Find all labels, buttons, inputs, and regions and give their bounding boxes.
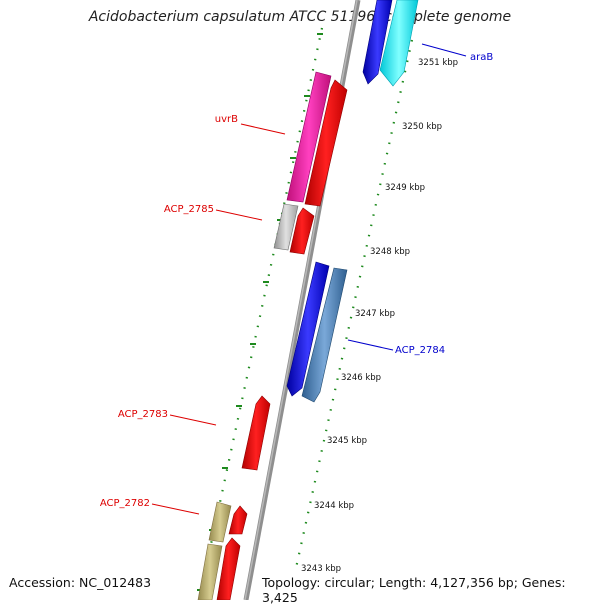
- araB-leader-line: [422, 44, 466, 56]
- kbp-tick-label: 3245 kbp: [327, 436, 367, 446]
- kbp-tick-label: 3246 kbp: [341, 373, 381, 383]
- ACP_2782-leader-line: [152, 504, 199, 514]
- genome-summary-text: Topology: circular; Length: 4,127,356 bp…: [262, 575, 600, 605]
- kbp-tick-label: 3248 kbp: [370, 247, 410, 257]
- gene-unlabeled-bottom[interactable]: [198, 538, 240, 600]
- ACP_2783-gene-arrow: [242, 396, 270, 470]
- gene-label-ACP_2783[interactable]: ACP_2783: [118, 409, 168, 420]
- accession-text: Accession: NC_012483: [9, 575, 151, 590]
- kbp-tick-label: 3250 kbp: [402, 122, 442, 132]
- gene-label-ACP_2785[interactable]: ACP_2785: [164, 204, 214, 215]
- ACP_2782-cds-arrow: [209, 502, 231, 542]
- gene-label-ACP_2784[interactable]: ACP_2784: [395, 345, 445, 356]
- ACP_2782-gene-arrow: [229, 506, 247, 534]
- gene-ACP_2785[interactable]: [274, 204, 314, 254]
- gene-ACP_2782[interactable]: [209, 502, 247, 542]
- kbp-tick-label: 3244 kbp: [314, 501, 354, 511]
- gene-araB[interactable]: [363, 0, 418, 86]
- gene-label-uvrB[interactable]: uvrB: [215, 114, 238, 125]
- kbp-tick-label: 3243 kbp: [301, 564, 341, 574]
- gene-label-ACP_2782[interactable]: ACP_2782: [100, 498, 150, 509]
- uvrB-leader-line: [241, 124, 285, 134]
- kbp-tick-label: 3251 kbp: [418, 58, 458, 68]
- gene-label-araB[interactable]: araB: [470, 52, 493, 63]
- kbp-tick-label: 3249 kbp: [385, 183, 425, 193]
- gene-ACP_2783[interactable]: [242, 396, 270, 470]
- ACP_2783-leader-line: [170, 415, 216, 425]
- ACP_2785-leader-line: [216, 210, 262, 220]
- kbp-tick-label: 3247 kbp: [355, 309, 395, 319]
- ACP_2784-leader-line: [348, 340, 393, 350]
- gene-uvrB[interactable]: [287, 72, 347, 206]
